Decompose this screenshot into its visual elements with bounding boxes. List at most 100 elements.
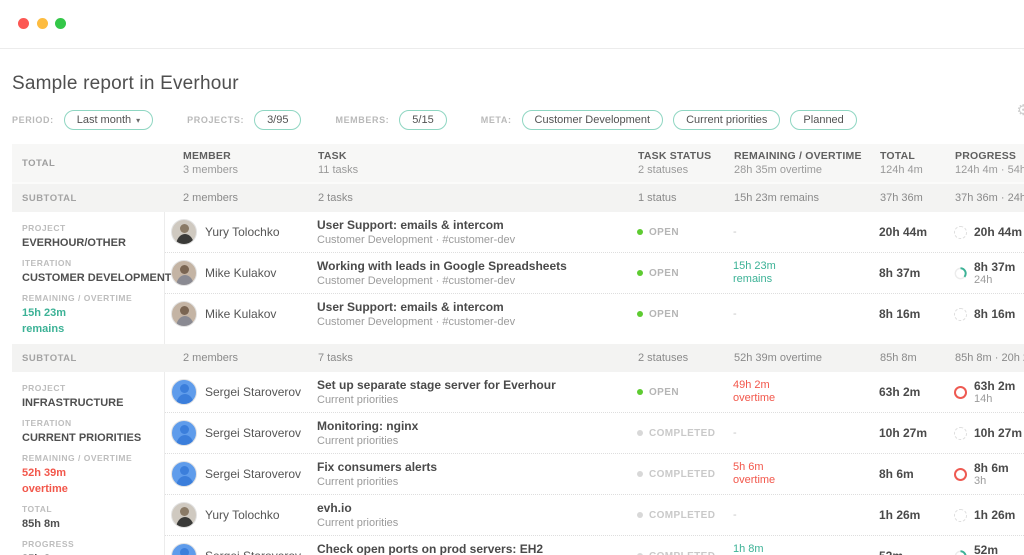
- status-label: COMPLETED: [649, 427, 716, 439]
- subtotal-label: SUBTOTAL: [22, 352, 77, 364]
- column-label: MEMBER: [183, 150, 231, 162]
- column-label: PROGRESS: [955, 150, 1017, 162]
- project-group-everhour-other: PROJECT EVERHOUR/OTHER ITERATION CUSTOME…: [12, 212, 1024, 344]
- column-summary: 124h 4m · 54h 1: [955, 164, 1024, 176]
- meta-filter-pill-current-priorities[interactable]: Current priorities: [673, 110, 781, 130]
- subtotal-total: 37h 36m: [880, 192, 923, 204]
- remaining-word: remains: [22, 323, 65, 335]
- table-row: Yury Tolochko User Support: emails & int…: [165, 212, 1024, 252]
- remaining-cell: 5h 6m: [733, 461, 764, 473]
- task-subtitle: Current priorities: [317, 393, 399, 406]
- column-label: TOTAL: [880, 150, 916, 162]
- window-zoom-button[interactable]: [55, 18, 66, 29]
- progress-arc-icon: [954, 266, 967, 280]
- project-group-infrastructure: PROJECT INFRASTRUCTURE ITERATION CURRENT…: [12, 372, 1024, 555]
- subtotal-tasks: 2 tasks: [318, 192, 353, 204]
- progress-empty-icon: [954, 225, 967, 239]
- subtotal-members: 2 members: [183, 192, 239, 204]
- remaining-word: overtime: [733, 474, 776, 486]
- task-title[interactable]: Set up separate stage server for Everhou…: [317, 377, 556, 392]
- period-value: Last month: [76, 114, 132, 126]
- meta-filter-pill-planned[interactable]: Planned: [790, 110, 857, 130]
- total-cell: 8h 6m: [879, 467, 914, 481]
- meta-filter-pill-customer-development[interactable]: Customer Development: [521, 110, 664, 130]
- page-title: Sample report in Everhour: [12, 73, 239, 94]
- iteration-label: ITERATION: [22, 258, 72, 268]
- window-close-button[interactable]: [18, 18, 29, 29]
- task-title[interactable]: User Support: emails & intercom: [317, 217, 504, 232]
- members-filter-pill[interactable]: 5/15: [399, 110, 447, 130]
- column-label: TASK STATUS: [638, 150, 712, 162]
- task-subtitle: Customer Development · #customer-dev: [317, 315, 516, 328]
- status-label: OPEN: [649, 308, 679, 320]
- member-name: Sergei Staroverov: [205, 467, 302, 481]
- subtotal-remaining: 15h 23m remains: [734, 192, 819, 204]
- status-dot-open: [637, 389, 643, 395]
- progress-empty-icon: [954, 508, 967, 522]
- progress-arc-icon: [954, 549, 967, 555]
- column-summary: 28h 35m overtime: [734, 164, 823, 176]
- member-name: Mike Kulakov: [205, 307, 277, 321]
- remaining-cell: -: [733, 225, 737, 238]
- status-dot-open: [637, 311, 643, 317]
- report-table: TOTAL MEMBER 3 members TASK 11 tasks TAS…: [12, 144, 1024, 555]
- projects-label: PROJECTS:: [187, 115, 245, 125]
- progress-value: 8h 37m: [974, 259, 1016, 274]
- progress-overtime-icon: [954, 467, 967, 481]
- task-subtitle: Current priorities: [317, 516, 399, 529]
- progress-line1: 85h 8m: [22, 552, 164, 555]
- subtotal-progress: 37h 36m · 24h: [955, 192, 1024, 204]
- period-filter-pill[interactable]: Last month ▾: [63, 110, 154, 130]
- progress-value: 63h 2m: [974, 378, 1016, 393]
- task-subtitle: Current priorities: [317, 434, 399, 447]
- progress-value: 52m: [974, 542, 999, 555]
- total-cell: 1h 26m: [879, 508, 921, 522]
- status-dot-completed: [637, 430, 643, 436]
- column-summary: 124h 4m: [880, 164, 923, 176]
- progress-value: 8h 6m: [974, 460, 1009, 475]
- remaining-cell: 1h 8m: [733, 543, 764, 555]
- task-title[interactable]: Monitoring: nginx: [317, 418, 419, 433]
- remaining-word: remains: [733, 273, 773, 285]
- status-dot-completed: [637, 471, 643, 477]
- task-subtitle: Customer Development · #customer-dev: [317, 274, 516, 287]
- avatar: [171, 461, 197, 487]
- meta-value: Current priorities: [686, 114, 768, 126]
- task-title[interactable]: evh.io: [317, 500, 352, 515]
- status-label: COMPLETED: [649, 509, 716, 521]
- gear-icon[interactable]: ⚙: [1016, 102, 1024, 119]
- progress-estimate: 24h: [974, 273, 993, 286]
- total-cell: 20h 44m: [879, 225, 928, 239]
- task-title[interactable]: Working with leads in Google Spreadsheet…: [317, 258, 567, 273]
- members-label: MEMBERS:: [335, 115, 390, 125]
- status-label: OPEN: [649, 386, 679, 398]
- remaining-cell: 49h 2m: [733, 379, 770, 391]
- total-cell: 8h 16m: [879, 307, 921, 321]
- header-progress: PROGRESS 124h 4m · 54h 1: [955, 144, 1024, 182]
- remaining-value: 15h 23m: [22, 307, 67, 319]
- task-title[interactable]: Check open ports on prod servers: EH2: [317, 541, 544, 555]
- remaining-word: overtime: [22, 483, 68, 495]
- subtotal-tasks: 7 tasks: [318, 352, 353, 364]
- filter-bar: PERIOD: Last month ▾ PROJECTS: 3/95 MEMB…: [12, 110, 1012, 130]
- meta-label: META:: [480, 115, 512, 125]
- avatar: [171, 301, 197, 327]
- remaining-cell: -: [733, 307, 737, 320]
- status-dot-open: [637, 229, 643, 235]
- progress-estimate: 3h: [974, 474, 987, 487]
- period-label: PERIOD:: [12, 115, 54, 125]
- progress-value: 1h 26m: [974, 507, 1016, 522]
- remaining-word: overtime: [733, 392, 776, 404]
- header-task-status: TASK STATUS 2 statuses: [638, 144, 734, 182]
- window-minimize-button[interactable]: [37, 18, 48, 29]
- progress-overtime-icon: [954, 385, 967, 399]
- avatar: [171, 502, 197, 528]
- subtotal-remaining: 52h 39m overtime: [734, 352, 823, 364]
- projects-filter-pill[interactable]: 3/95: [254, 110, 302, 130]
- column-label: TASK: [318, 150, 347, 162]
- task-title[interactable]: User Support: emails & intercom: [317, 299, 504, 314]
- status-label: COMPLETED: [649, 551, 715, 555]
- table-row: Sergei Staroverov Check open ports on pr…: [165, 535, 1024, 555]
- task-title[interactable]: Fix consumers alerts: [317, 459, 438, 474]
- project-name: INFRASTRUCTURE: [22, 397, 124, 409]
